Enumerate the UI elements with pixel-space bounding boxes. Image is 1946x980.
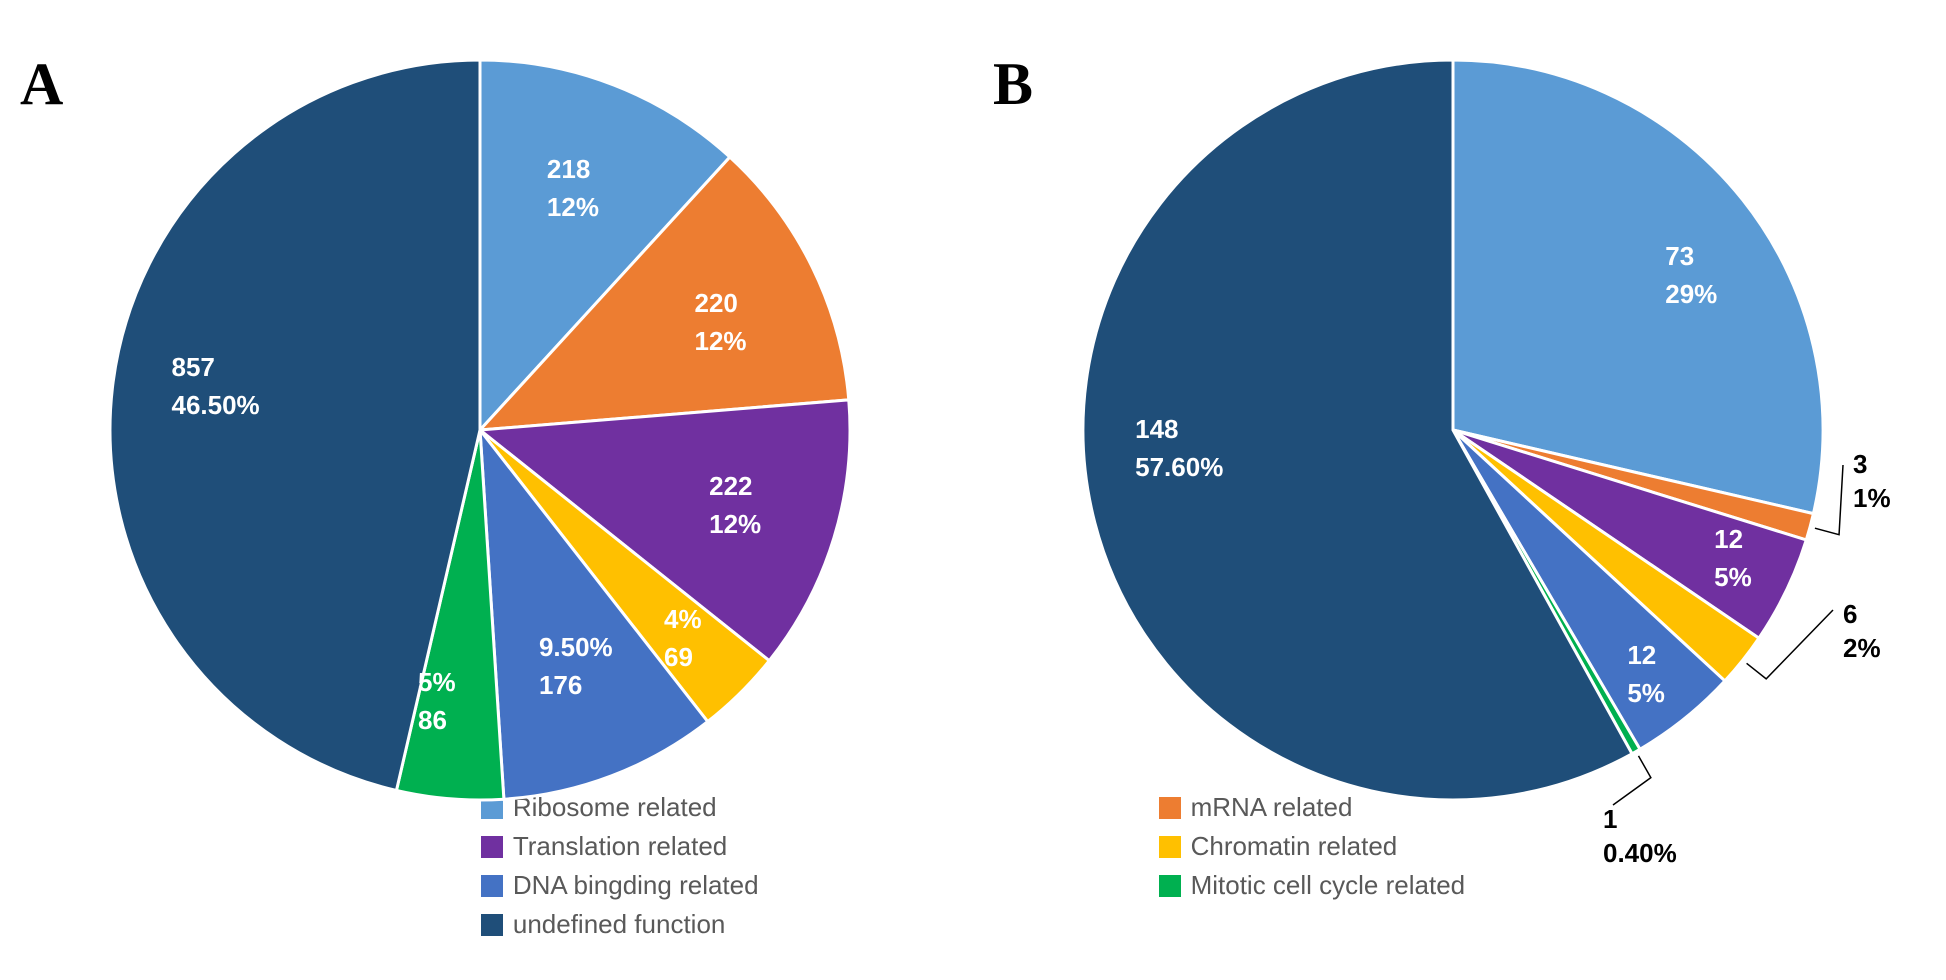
slice-percent-dna-binding: 176 — [539, 670, 582, 701]
panel-a: A 21812%22012%22212%4%699.50%1765%868574… — [0, 0, 973, 772]
slice-value-mitotic: 1 — [1603, 804, 1617, 835]
slice-value-undefined: 857 — [171, 352, 214, 383]
slice-value-translation: 12 — [1714, 524, 1743, 555]
slice-value-mrna: 220 — [694, 288, 737, 319]
slice-value-chromatin: 4% — [664, 604, 702, 635]
slice-percent-mitotic: 86 — [418, 705, 447, 736]
slice-value-dna-binding: 12 — [1627, 640, 1656, 671]
slice-percent-translation: 12% — [709, 509, 761, 540]
slice-value-mrna: 3 — [1853, 449, 1867, 480]
slice-value-ribosome: 73 — [1665, 241, 1694, 272]
slice-value-mitotic: 5% — [418, 667, 456, 698]
slice-percent-mitotic: 0.40% — [1603, 838, 1677, 869]
legend-swatch-mitotic — [1159, 875, 1181, 897]
legend-item-mitotic: Mitotic cell cycle related — [1159, 870, 1466, 901]
slice-value-ribosome: 218 — [547, 154, 590, 185]
legend-swatch-dna-binding — [481, 875, 503, 897]
slice-percent-undefined: 46.50% — [171, 390, 259, 421]
legend-item-dna-binding: DNA bingding related — [481, 870, 759, 901]
slice-value-dna-binding: 9.50% — [539, 632, 613, 663]
slice-percent-translation: 5% — [1714, 562, 1752, 593]
legend-label-undefined: undefined function — [513, 909, 726, 940]
slice-percent-chromatin: 2% — [1843, 633, 1881, 664]
slice-value-translation: 222 — [709, 471, 752, 502]
legend-swatch-undefined — [481, 914, 503, 936]
pie-svg — [0, 0, 973, 860]
slice-percent-chromatin: 69 — [664, 642, 693, 673]
panel-b: B 7329%31%125%62%125%10.40%14857.60% — [973, 0, 1946, 772]
legend-label-mitotic: Mitotic cell cycle related — [1191, 870, 1466, 901]
legend-label-dna-binding: DNA bingding related — [513, 870, 759, 901]
slice-value-chromatin: 6 — [1843, 599, 1857, 630]
slice-percent-undefined: 57.60% — [1135, 452, 1223, 483]
leader-line-mitotic — [1613, 756, 1651, 805]
slice-percent-mrna: 12% — [694, 326, 746, 357]
slice-percent-ribosome: 12% — [547, 192, 599, 223]
slice-percent-dna-binding: 5% — [1627, 678, 1665, 709]
legend-item-undefined: undefined function — [481, 909, 759, 940]
slice-percent-mrna: 1% — [1853, 483, 1891, 514]
pie-svg — [973, 0, 1946, 860]
slice-percent-ribosome: 29% — [1665, 279, 1717, 310]
slice-value-undefined: 148 — [1135, 414, 1178, 445]
